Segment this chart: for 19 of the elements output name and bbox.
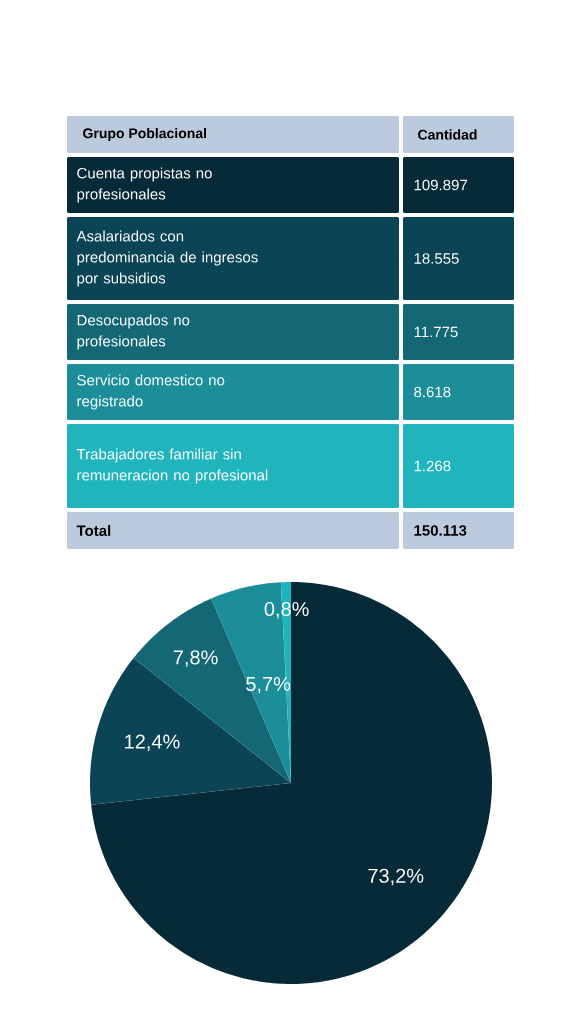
text: 18.555 [414,253,459,264]
text: 11.775 [414,326,458,338]
text: 8.618 [414,386,451,398]
text: Asalariados con predominancia de ingresos por subsidios [76,230,258,287]
text: 150.113 [414,525,467,536]
text: Total [76,524,111,536]
data-label: 73,2% [368,868,424,886]
text: 1.268 [414,460,451,472]
text: Trabajadores familiar sin remuneracion no profesional [76,448,268,484]
text: Grupo Poblacional [83,127,206,142]
text: Desocupados no profesionales [77,314,190,350]
text: Cantidad [418,129,477,140]
data-label: 12,4% [125,734,180,752]
data-label: 0,8% [264,601,309,619]
text: Servicio domestico no registrado [77,374,225,410]
text: 109.897 [414,179,467,191]
data-label: 7,8% [173,650,218,667]
data-label: 5,7% [246,676,291,694]
text: Cuenta propistas no profesionales [77,167,212,203]
